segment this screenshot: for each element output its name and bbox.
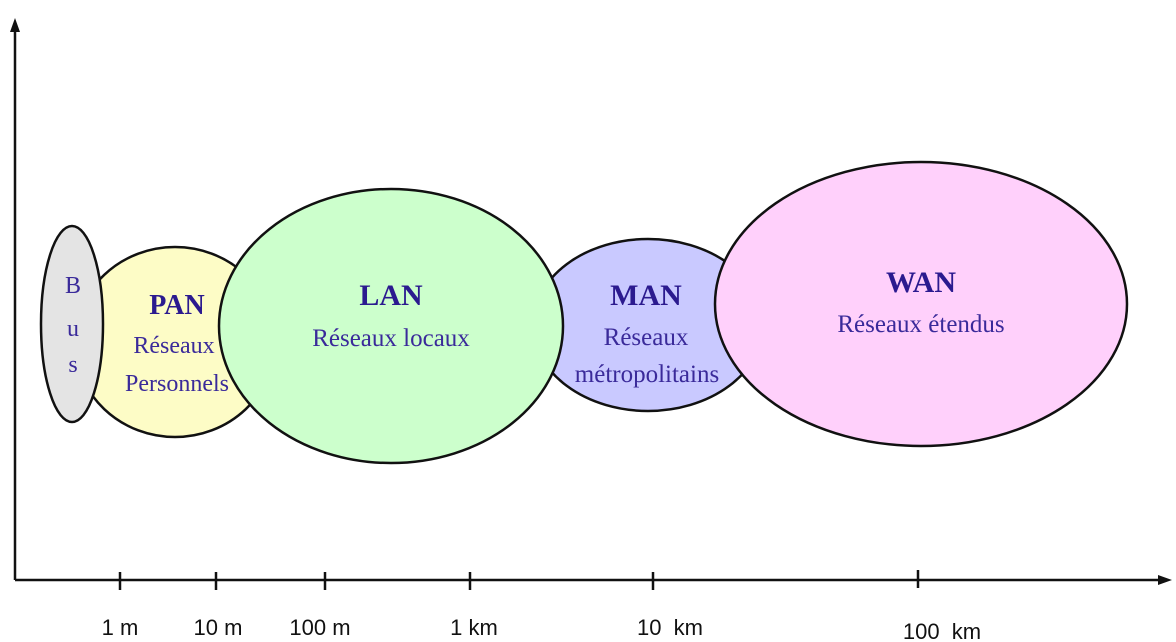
man-label: MAN Réseaux métropolitains [575,279,719,388]
pan-subtitle-1: Réseaux [133,333,214,359]
x-ticks: 1 m 10 m 100 m 1 km 10 km 100 km [102,570,981,642]
wan-label: WAN Réseaux étendus [837,266,1004,338]
pan-label: PAN Réseaux Personnels [125,290,229,397]
lan-ellipse [217,187,565,465]
bus-ellipse [39,224,105,424]
tick-label-1km: 1 km [450,615,498,640]
y-axis-arrow [10,18,20,32]
lan-subtitle: Réseaux locaux [312,325,470,352]
tick-label-10m: 10 m [194,615,243,640]
tick-label-100m: 100 m [289,615,350,640]
tick-label-100km: 100 km [903,619,981,642]
tick-label-10km: 10 km [637,615,703,640]
man-title: MAN [610,279,682,312]
bus-letter-s: s [68,352,77,378]
bus-label: B u s [65,273,81,378]
pan-subtitle-2: Personnels [125,371,229,397]
axes [10,18,1172,585]
tick-label-1m: 1 m [102,615,139,640]
lan-label: LAN Réseaux locaux [312,279,470,352]
bus-letter-u: u [67,316,79,342]
wan-title: WAN [886,266,956,299]
pan-title: PAN [149,290,204,321]
wan-subtitle: Réseaux étendus [837,311,1004,338]
lan-title: LAN [359,279,423,312]
x-axis-arrow [1158,575,1172,585]
bus-letter-b: B [65,273,81,299]
man-subtitle-1: Réseaux [604,324,689,351]
man-subtitle-2: métropolitains [575,361,719,388]
wan-ellipse [713,160,1129,448]
